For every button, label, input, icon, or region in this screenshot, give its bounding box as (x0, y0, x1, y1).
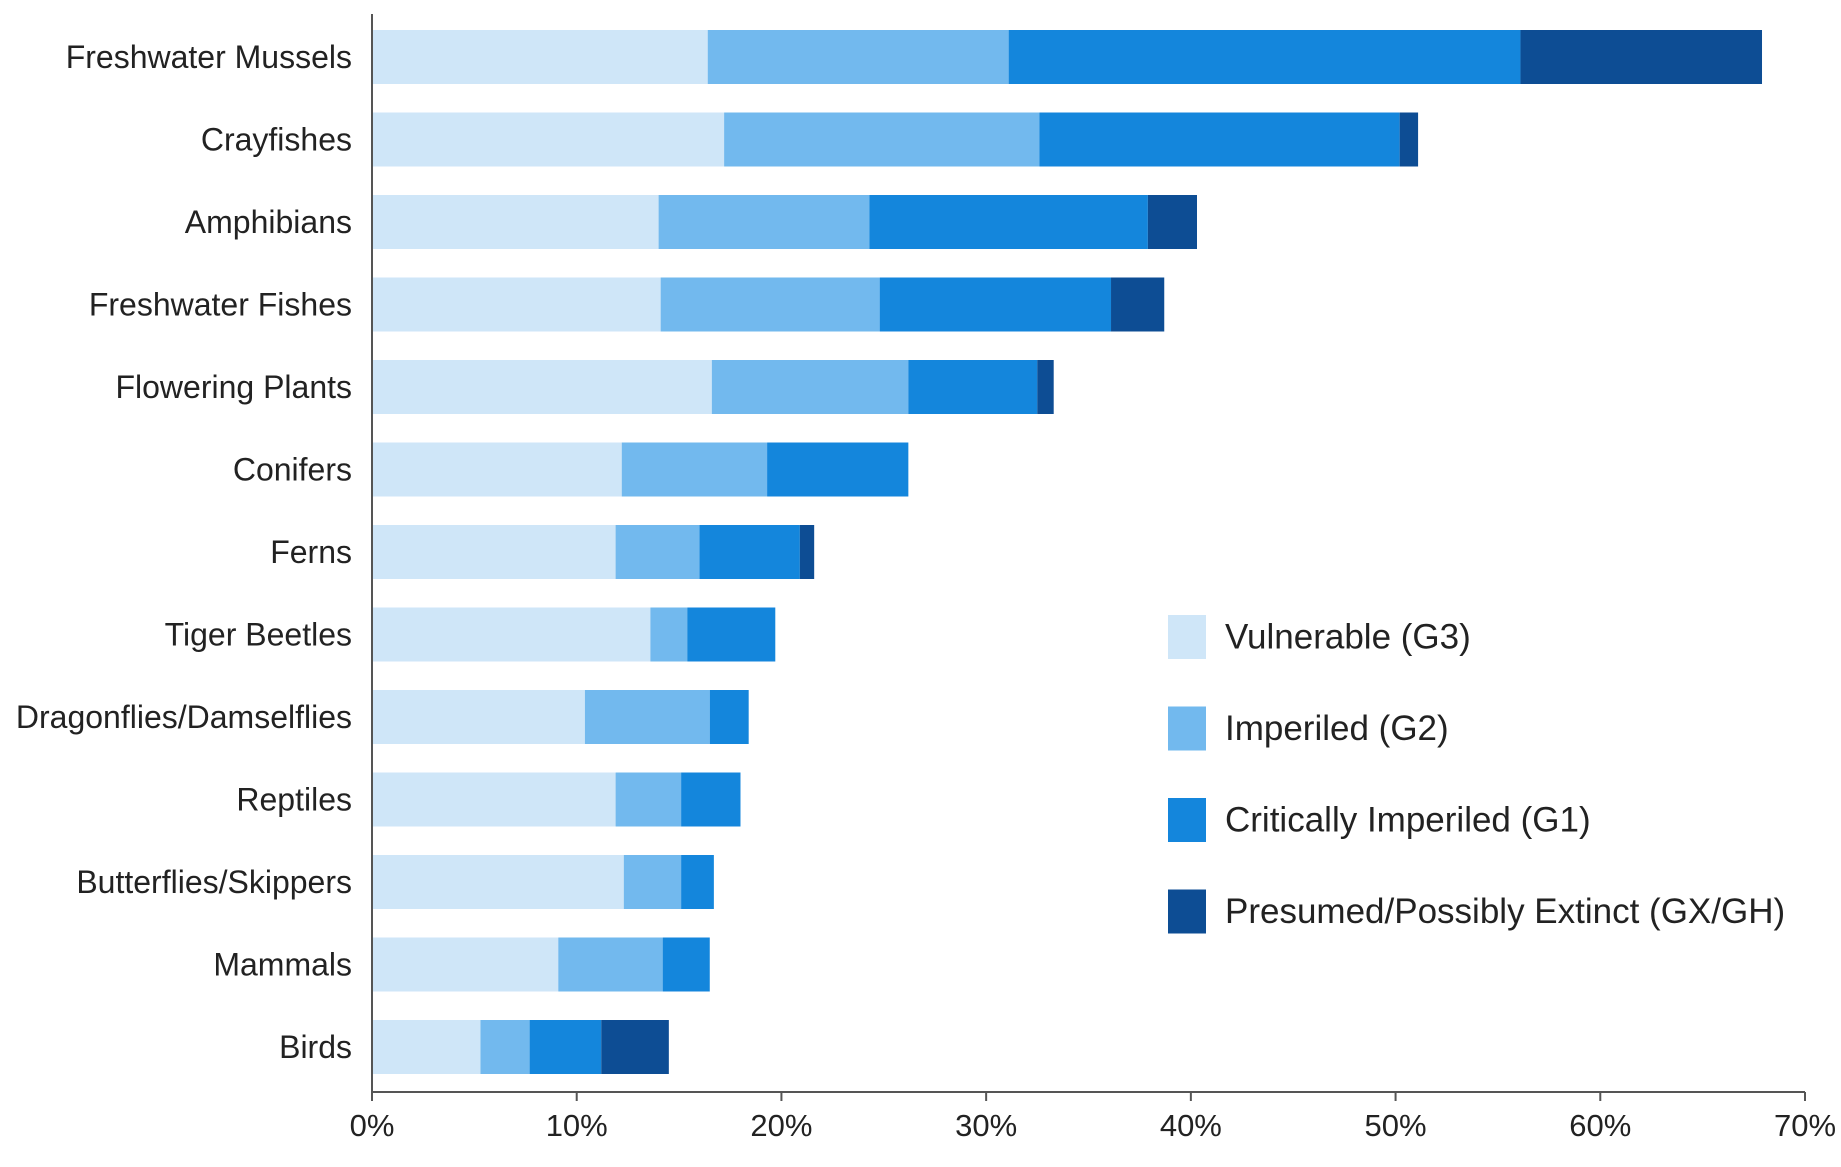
bar-birds-imperiled-g2 (480, 1020, 530, 1074)
category-label: Amphibians (185, 204, 352, 240)
bar-conifers-vulnerable-g3 (372, 442, 622, 497)
category-label: Birds (279, 1029, 352, 1065)
bar-freshwater-mussels-critically-imperiled-g1 (1008, 30, 1521, 84)
bar-conifers-imperiled-g2 (621, 442, 768, 497)
category-label: Reptiles (236, 782, 352, 818)
bar-flowering-plants-imperiled-g2 (711, 360, 909, 414)
bar-ferns-imperiled-g2 (615, 525, 700, 579)
bar-dragonflies-damselflies-critically-imperiled-g1 (709, 690, 749, 744)
bar-freshwater-mussels-presumed-possibly-extinct-gx-gh (1520, 30, 1763, 84)
bar-butterflies-skippers-imperiled-g2 (623, 855, 682, 909)
bar-freshwater-fishes-critically-imperiled-g1 (879, 277, 1112, 332)
bar-flowering-plants-critically-imperiled-g1 (908, 360, 1038, 414)
bar-mammals-imperiled-g2 (558, 937, 663, 992)
category-label: Tiger Beetles (165, 617, 352, 653)
legend-swatch-critically-imperiled-g1 (1168, 798, 1206, 842)
x-tick-label: 40% (1160, 1108, 1222, 1143)
category-label: Crayfishes (201, 122, 352, 158)
bar-freshwater-mussels-imperiled-g2 (707, 30, 1009, 84)
bar-tiger-beetles-vulnerable-g3 (372, 607, 651, 662)
bar-mammals-critically-imperiled-g1 (662, 937, 710, 992)
bar-freshwater-mussels-vulnerable-g3 (372, 30, 708, 84)
bar-reptiles-critically-imperiled-g1 (681, 772, 741, 827)
bar-reptiles-imperiled-g2 (615, 772, 682, 827)
bar-conifers-critically-imperiled-g1 (767, 442, 909, 497)
bar-crayfishes-imperiled-g2 (724, 112, 1040, 167)
category-label: Ferns (270, 534, 352, 570)
legend-swatch-imperiled-g2 (1168, 706, 1206, 751)
category-label: Dragonflies/Damselflies (16, 699, 352, 735)
bar-flowering-plants-presumed-possibly-extinct-gx-gh (1037, 360, 1054, 414)
x-tick-label: 20% (750, 1108, 812, 1143)
bar-freshwater-fishes-presumed-possibly-extinct-gx-gh (1111, 277, 1165, 332)
bar-amphibians-presumed-possibly-extinct-gx-gh (1147, 195, 1197, 249)
bar-crayfishes-vulnerable-g3 (372, 112, 725, 167)
x-tick-label: 60% (1569, 1108, 1631, 1143)
bar-amphibians-critically-imperiled-g1 (869, 195, 1148, 249)
bar-birds-vulnerable-g3 (372, 1020, 481, 1074)
legend-label: Critically Imperiled (G1) (1225, 801, 1591, 840)
bar-crayfishes-critically-imperiled-g1 (1039, 112, 1400, 167)
category-label: Mammals (213, 947, 352, 983)
bar-birds-presumed-possibly-extinct-gx-gh (601, 1020, 669, 1074)
legend-label: Imperiled (G2) (1225, 709, 1449, 748)
bar-crayfishes-presumed-possibly-extinct-gx-gh (1399, 112, 1419, 167)
bar-freshwater-fishes-vulnerable-g3 (372, 277, 661, 332)
x-tick-label: 50% (1365, 1108, 1427, 1143)
legend-swatch-presumed-possibly-extinct-gx-gh (1168, 889, 1206, 934)
bar-tiger-beetles-imperiled-g2 (650, 607, 688, 662)
legend-label: Vulnerable (G3) (1225, 618, 1471, 657)
x-tick-label: 10% (546, 1108, 608, 1143)
x-tick-label: 0% (350, 1108, 395, 1143)
bar-amphibians-vulnerable-g3 (372, 195, 659, 249)
bar-mammals-vulnerable-g3 (372, 937, 559, 992)
bar-dragonflies-damselflies-imperiled-g2 (584, 690, 710, 744)
bar-butterflies-skippers-critically-imperiled-g1 (681, 855, 714, 909)
legend-swatch-vulnerable-g3 (1168, 615, 1206, 659)
x-tick-label: 70% (1774, 1108, 1836, 1143)
bar-ferns-vulnerable-g3 (372, 525, 616, 579)
bar-reptiles-vulnerable-g3 (372, 772, 616, 827)
bar-ferns-presumed-possibly-extinct-gx-gh (799, 525, 815, 579)
bar-amphibians-imperiled-g2 (658, 195, 870, 249)
bar-birds-critically-imperiled-g1 (529, 1020, 602, 1074)
bar-butterflies-skippers-vulnerable-g3 (372, 855, 624, 909)
category-label: Butterflies/Skippers (76, 864, 352, 900)
bar-dragonflies-damselflies-vulnerable-g3 (372, 690, 585, 744)
category-label: Flowering Plants (115, 369, 352, 405)
bar-tiger-beetles-critically-imperiled-g1 (687, 607, 776, 662)
category-label: Freshwater Fishes (89, 287, 352, 323)
bar-flowering-plants-vulnerable-g3 (372, 360, 712, 414)
category-label: Freshwater Mussels (66, 39, 352, 75)
legend-label: Presumed/Possibly Extinct (GX/GH) (1225, 892, 1785, 931)
bar-freshwater-fishes-imperiled-g2 (660, 277, 880, 332)
x-tick-label: 30% (955, 1108, 1017, 1143)
bar-ferns-critically-imperiled-g1 (699, 525, 800, 579)
category-label: Conifers (233, 452, 352, 488)
